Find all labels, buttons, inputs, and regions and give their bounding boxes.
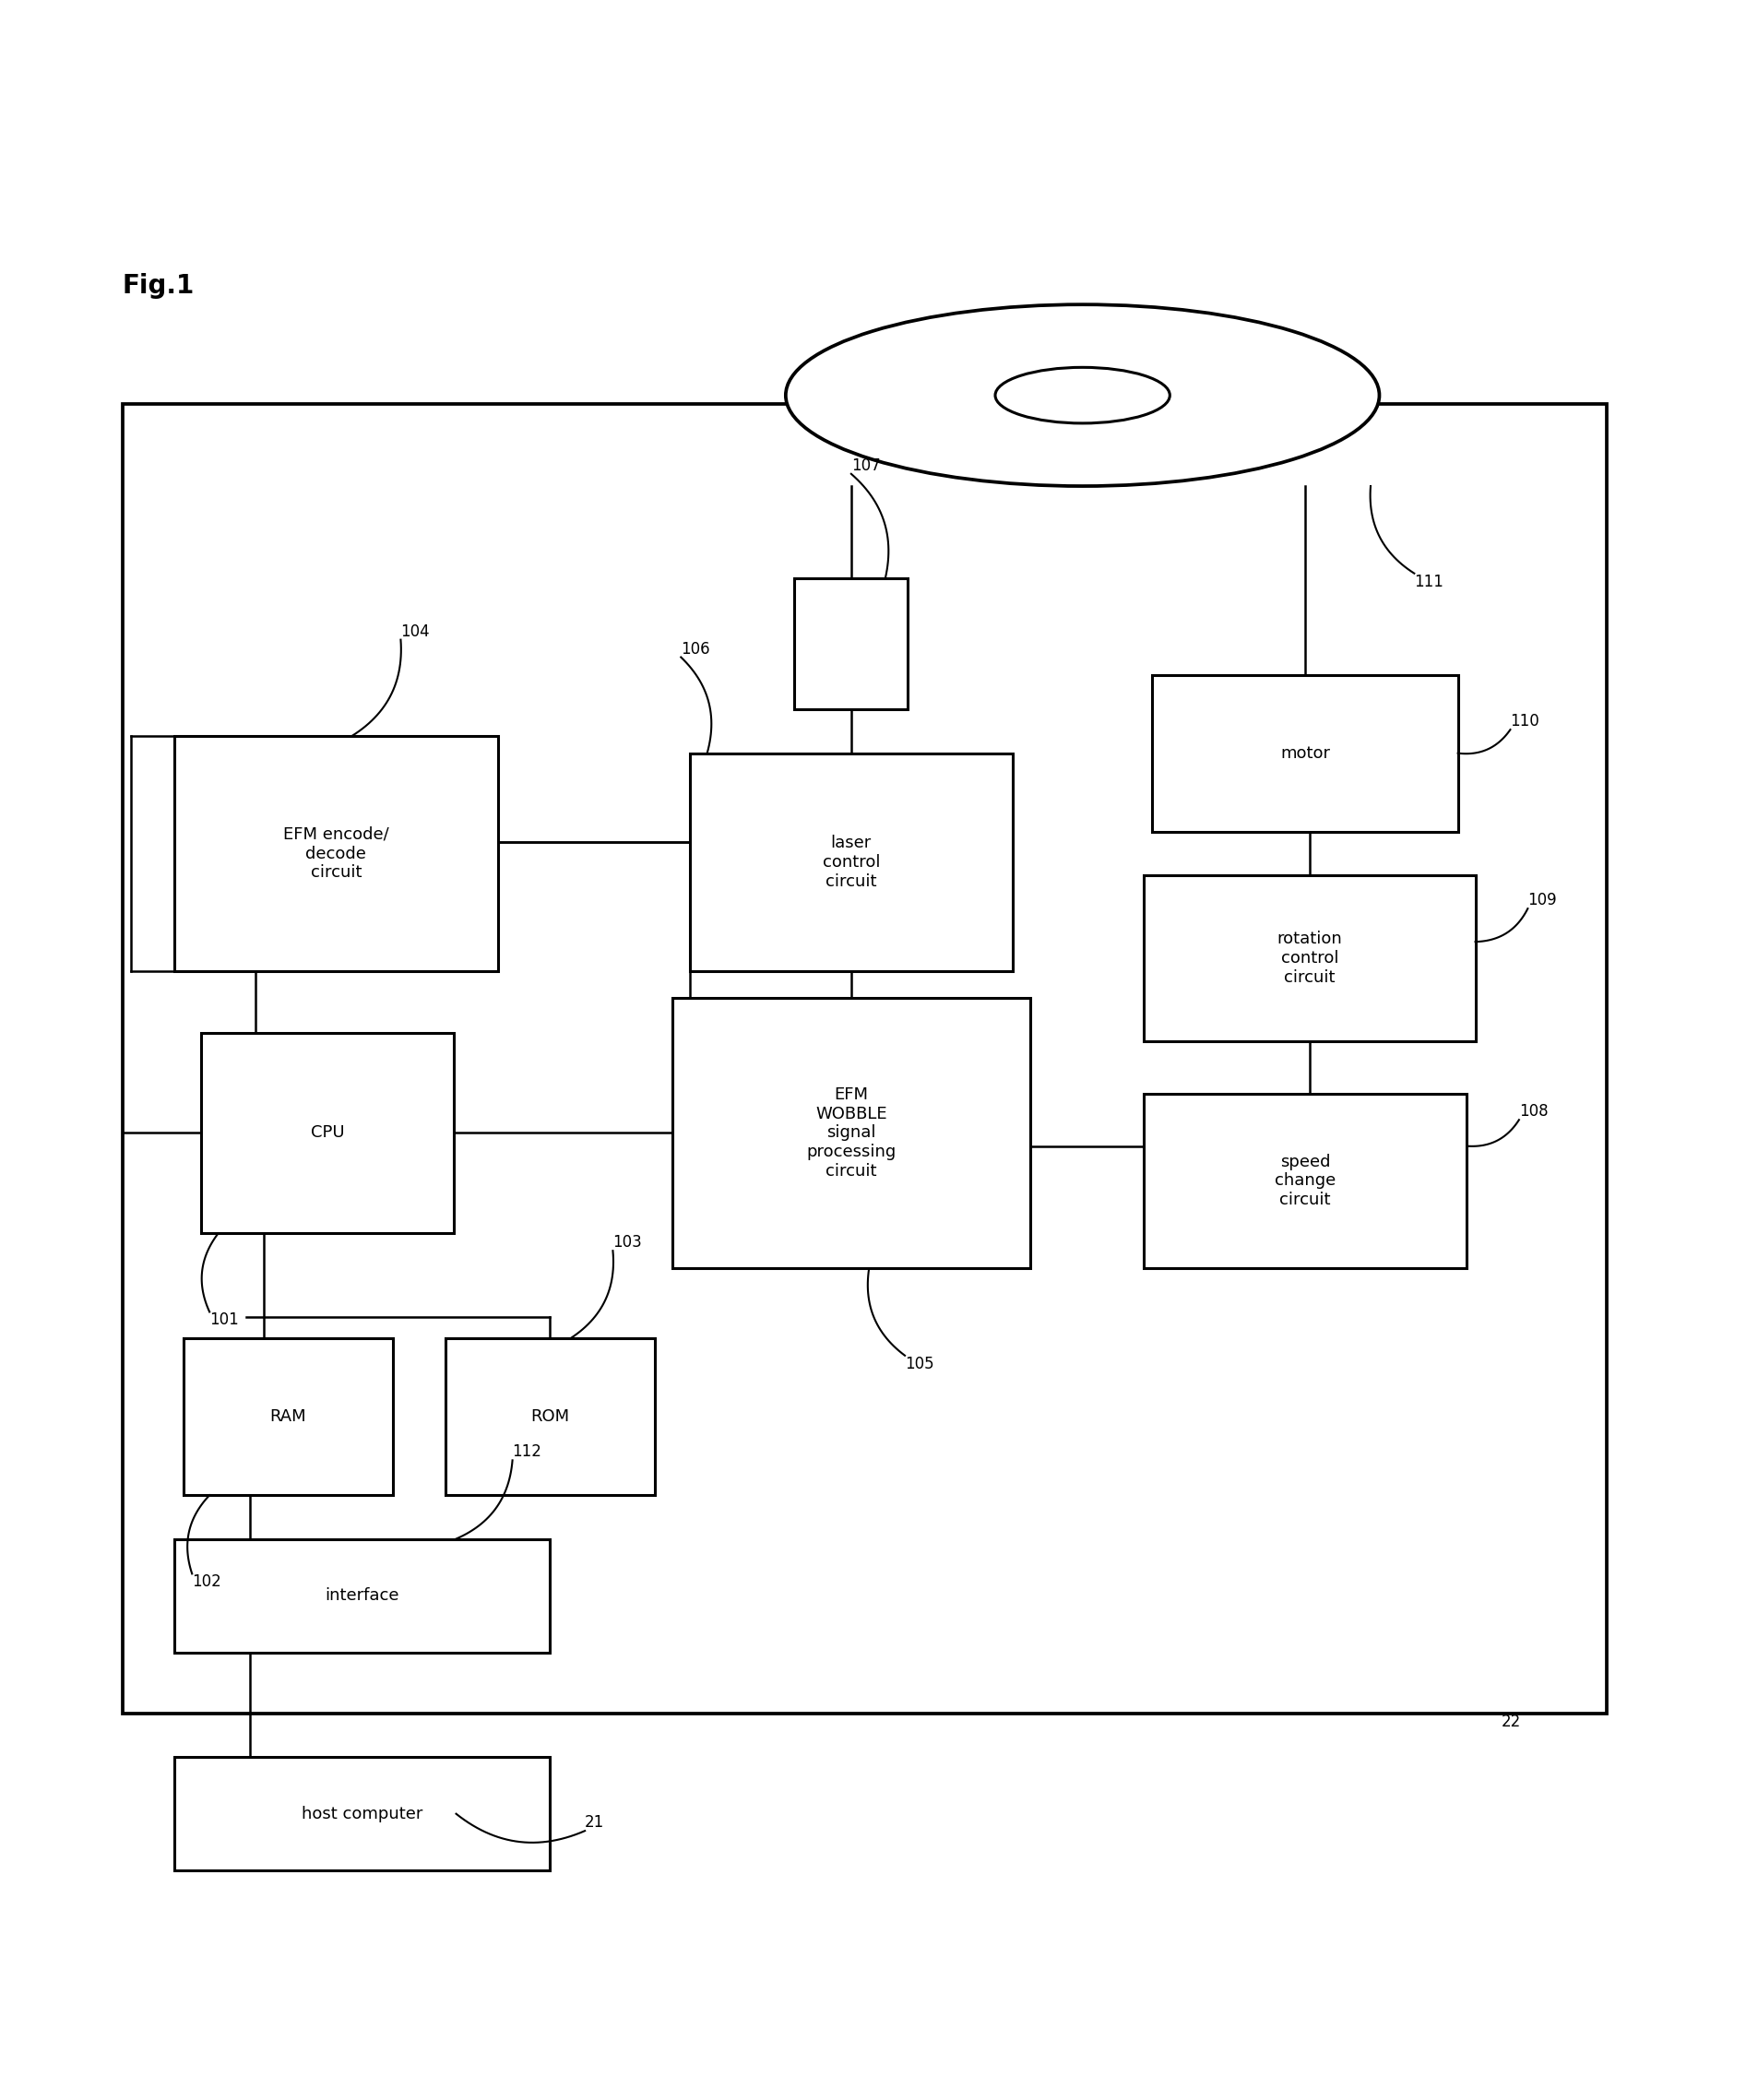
FancyBboxPatch shape	[175, 1758, 550, 1871]
FancyBboxPatch shape	[183, 1338, 393, 1495]
Text: 108: 108	[1519, 1102, 1549, 1119]
FancyBboxPatch shape	[175, 735, 498, 972]
Text: laser
control
circuit: laser control circuit	[822, 836, 880, 890]
Text: 109: 109	[1528, 892, 1557, 909]
Text: 103: 103	[613, 1235, 643, 1252]
Text: speed
change
circuit: speed change circuit	[1275, 1153, 1336, 1207]
Text: 22: 22	[1502, 1714, 1521, 1730]
FancyBboxPatch shape	[672, 998, 1030, 1268]
Ellipse shape	[995, 367, 1170, 424]
Text: 111: 111	[1414, 573, 1444, 590]
FancyBboxPatch shape	[1152, 674, 1458, 832]
Text: RAM: RAM	[271, 1409, 306, 1426]
Text: 112: 112	[513, 1443, 541, 1459]
Text: Fig.1: Fig.1	[122, 273, 194, 298]
Ellipse shape	[786, 304, 1379, 485]
FancyBboxPatch shape	[175, 1539, 550, 1653]
Text: 106: 106	[681, 640, 711, 657]
FancyBboxPatch shape	[1144, 876, 1475, 1042]
Text: motor: motor	[1280, 745, 1330, 762]
FancyBboxPatch shape	[445, 1338, 655, 1495]
FancyBboxPatch shape	[690, 754, 1013, 972]
Text: 104: 104	[402, 624, 430, 640]
Text: 101: 101	[210, 1312, 239, 1329]
Text: 110: 110	[1510, 714, 1540, 729]
Text: rotation
control
circuit: rotation control circuit	[1276, 930, 1343, 985]
FancyBboxPatch shape	[794, 580, 908, 710]
Text: ROM: ROM	[531, 1409, 569, 1426]
Text: host computer: host computer	[302, 1806, 423, 1823]
FancyBboxPatch shape	[201, 1033, 454, 1233]
Text: 102: 102	[192, 1573, 222, 1590]
FancyBboxPatch shape	[122, 403, 1606, 1714]
Text: 107: 107	[852, 458, 880, 475]
Text: 21: 21	[585, 1814, 604, 1831]
Text: EFM encode/
decode
circuit: EFM encode/ decode circuit	[283, 825, 389, 882]
Text: interface: interface	[325, 1588, 400, 1604]
Text: 105: 105	[904, 1354, 934, 1371]
FancyBboxPatch shape	[1144, 1094, 1467, 1268]
Text: EFM
WOBBLE
signal
processing
circuit: EFM WOBBLE signal processing circuit	[807, 1086, 896, 1180]
Text: CPU: CPU	[311, 1126, 344, 1140]
